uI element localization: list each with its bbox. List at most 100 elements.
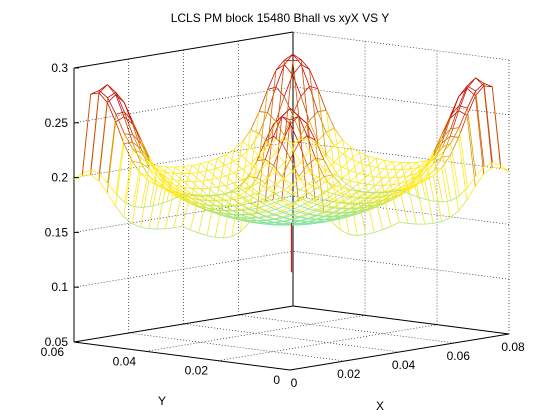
mesh-line <box>258 205 267 209</box>
mesh-line <box>417 160 426 163</box>
mesh-line <box>292 171 301 179</box>
mesh-line <box>324 216 334 221</box>
mesh-line <box>315 204 325 210</box>
mesh-line <box>267 139 277 147</box>
mesh-line <box>358 191 368 199</box>
mesh-line <box>124 201 134 207</box>
mesh-line <box>274 214 284 219</box>
mesh-line <box>173 225 183 229</box>
mesh-line <box>298 210 308 214</box>
mesh-line <box>174 184 184 193</box>
mesh-line <box>115 92 125 103</box>
mesh-line <box>341 212 351 217</box>
mesh-line <box>333 153 343 163</box>
mesh-line <box>115 116 125 123</box>
mesh-line <box>233 141 243 190</box>
mesh-line <box>249 221 258 224</box>
mesh-line <box>264 135 274 142</box>
mesh-line <box>191 193 200 196</box>
mesh-line <box>442 142 451 148</box>
mesh-line <box>98 180 108 194</box>
mesh-line <box>408 176 418 185</box>
mesh-line <box>375 199 384 203</box>
mesh-line <box>292 96 302 115</box>
mesh-line <box>300 201 309 207</box>
mesh-line <box>289 108 299 117</box>
mesh-line <box>258 177 268 184</box>
mesh-line <box>317 140 327 155</box>
mesh-line <box>191 171 201 174</box>
mesh-line <box>174 173 184 182</box>
mesh-line <box>466 95 476 116</box>
mesh-line <box>156 188 166 230</box>
mesh-line <box>308 215 317 220</box>
mesh-line <box>382 225 392 231</box>
mesh-line <box>183 193 192 196</box>
mesh-line <box>308 219 317 223</box>
mesh-line <box>367 167 377 176</box>
mesh-line <box>350 190 360 198</box>
mesh-line <box>308 187 318 194</box>
mesh-line <box>375 196 384 199</box>
mesh-line <box>107 94 117 103</box>
mesh-line <box>183 166 192 174</box>
mesh-line <box>224 200 234 207</box>
mesh-line <box>450 127 460 130</box>
mesh-line <box>433 167 443 176</box>
mesh-line <box>250 157 260 173</box>
mesh-line <box>384 159 393 162</box>
mesh-line <box>357 191 366 194</box>
mesh-line <box>258 182 268 190</box>
mesh-line <box>273 210 283 215</box>
grid-line <box>73 86 294 124</box>
mesh-line <box>265 200 275 207</box>
mesh-line <box>173 193 183 228</box>
mesh-line <box>240 188 249 196</box>
mesh-line <box>90 169 100 174</box>
mesh-line <box>374 195 383 198</box>
mesh-line <box>283 189 293 195</box>
mesh-line <box>358 155 368 163</box>
mesh-line <box>342 187 351 191</box>
mesh-line <box>333 207 342 210</box>
mesh-line <box>316 191 326 198</box>
mesh-line <box>283 162 293 172</box>
mesh-line <box>316 210 326 213</box>
grid-line <box>292 250 510 280</box>
mesh-line <box>158 201 167 205</box>
mesh-line <box>199 203 209 209</box>
mesh-line <box>123 143 133 162</box>
mesh-line <box>290 213 300 217</box>
mesh-line <box>450 96 460 116</box>
mesh-line <box>148 185 158 229</box>
mesh-line <box>266 223 275 226</box>
mesh-line <box>224 199 234 202</box>
mesh-line <box>208 158 218 197</box>
mesh-line <box>115 193 125 203</box>
mesh-line <box>383 194 393 197</box>
mesh-line <box>367 155 377 159</box>
mesh-line <box>374 229 383 233</box>
mesh-line <box>334 139 343 147</box>
mesh-line <box>340 192 350 197</box>
mesh-line <box>250 186 259 193</box>
mesh-line <box>400 162 410 195</box>
mesh-line <box>458 88 468 111</box>
mesh-line <box>266 209 276 213</box>
mesh-line <box>266 216 276 220</box>
mesh-line <box>331 174 341 185</box>
mesh-line <box>290 142 300 160</box>
mesh-line <box>391 190 401 195</box>
mesh-line <box>349 195 358 198</box>
mesh-line <box>375 196 384 203</box>
mesh-line <box>207 204 217 207</box>
mesh-line <box>283 202 293 207</box>
mesh-line <box>350 147 360 153</box>
mesh-line <box>149 163 159 167</box>
mesh-line <box>225 175 234 184</box>
mesh-line <box>433 158 443 202</box>
mesh-line <box>267 69 277 90</box>
mesh-line <box>182 195 192 202</box>
mesh-line <box>225 189 235 194</box>
